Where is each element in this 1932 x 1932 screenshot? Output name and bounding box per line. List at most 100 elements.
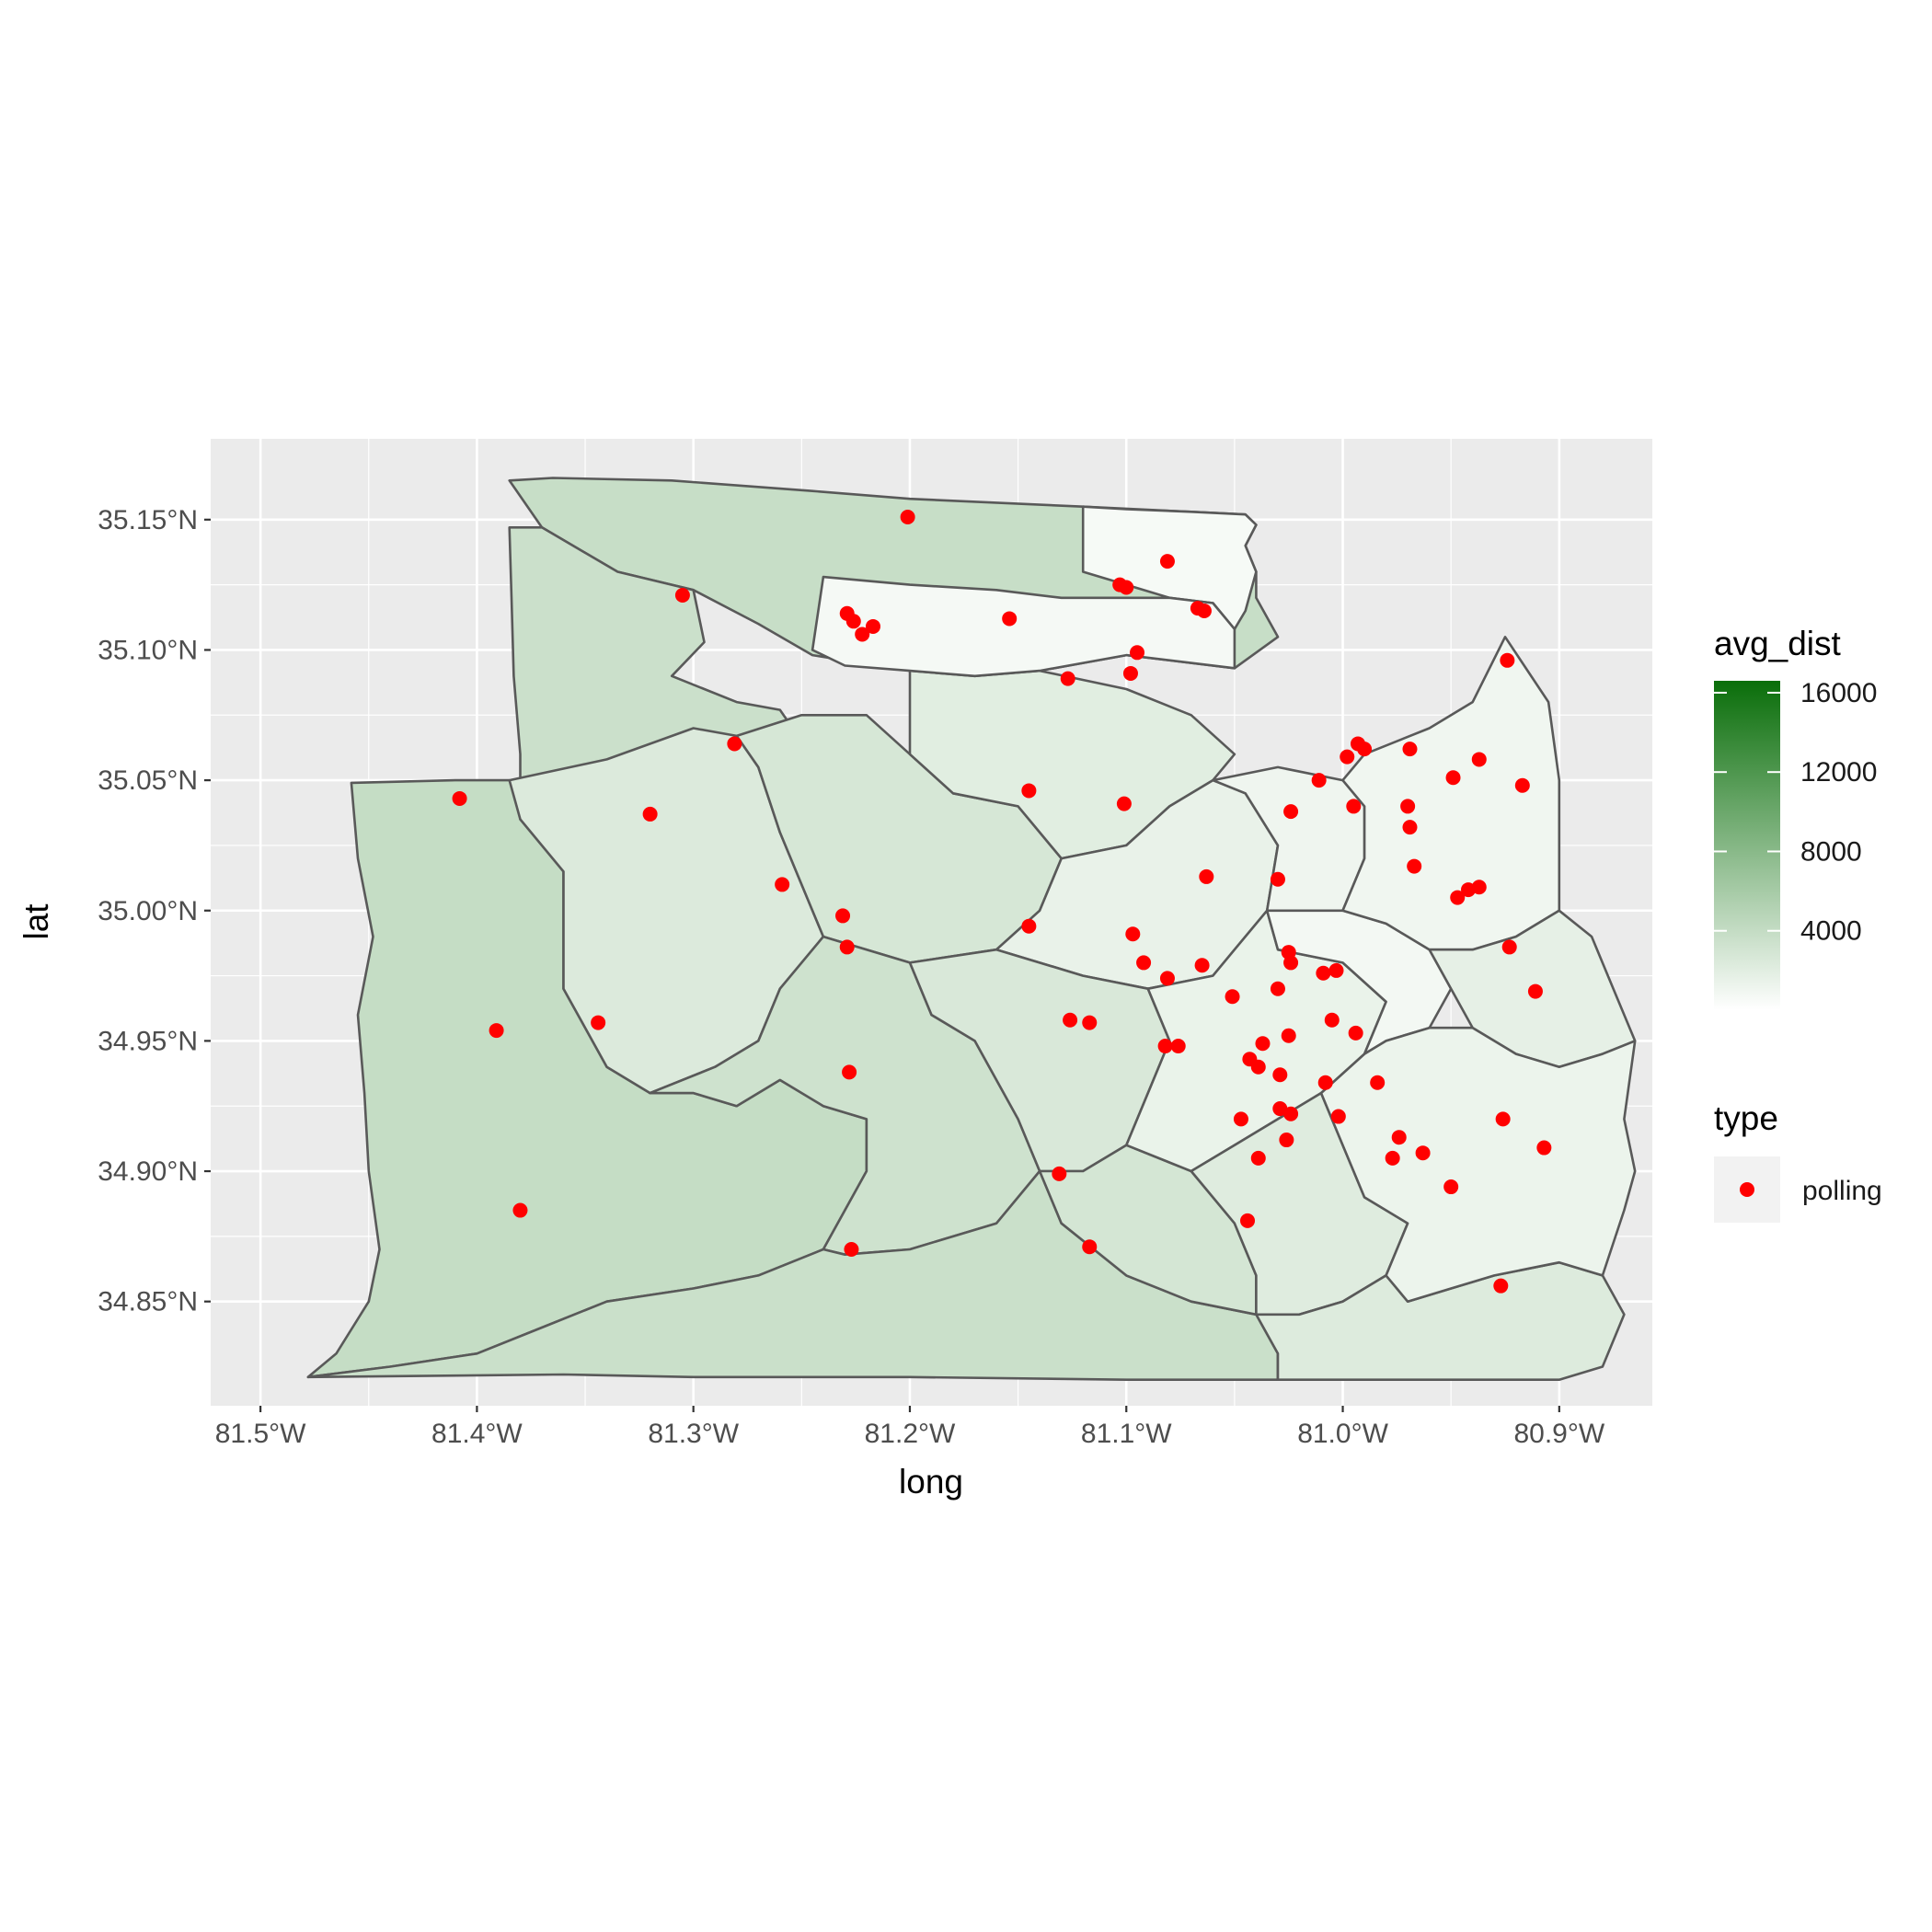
polling-point <box>1407 858 1422 874</box>
polling-point <box>1283 804 1299 820</box>
x-tick-label: 81.4°W <box>431 1419 523 1449</box>
region-22 <box>811 575 1236 678</box>
region-15 <box>1255 1260 1626 1381</box>
polling-point <box>1002 611 1018 627</box>
polling-point <box>1270 871 1285 887</box>
polling-point <box>1385 1150 1400 1166</box>
polling-point <box>845 614 861 629</box>
polling-point <box>1125 926 1141 942</box>
polling-point <box>1311 773 1327 788</box>
region-17 <box>1265 909 1453 1055</box>
polling-point <box>1500 652 1515 668</box>
polling-point <box>1225 989 1240 1005</box>
polling-point <box>839 939 855 955</box>
polling-point <box>842 1064 857 1080</box>
y-axis-ticks: 34.85°N 34.90°N 34.95°N 35.00°N 35.05°N 35.10… <box>98 505 211 1317</box>
polling-point <box>1021 918 1037 934</box>
polling-point <box>591 1015 606 1030</box>
x-tick-label: 81.1°W <box>1081 1419 1172 1449</box>
polling-point <box>865 618 880 634</box>
point-legend-label: polling <box>1802 1176 1882 1206</box>
polling-point <box>1194 958 1210 973</box>
polling-point <box>1255 1036 1271 1052</box>
polling-point <box>1060 671 1075 686</box>
polling-point <box>1233 1111 1248 1127</box>
x-axis-ticks: 81.5°W 81.4°W 81.3°W 81.2°W 81.1°W 81.0°W 80.9… <box>215 1406 1605 1449</box>
polling-point <box>1328 962 1344 978</box>
polling-point <box>855 627 870 642</box>
polling-point <box>1250 1150 1266 1166</box>
polling-point <box>1536 1140 1552 1156</box>
polling-point <box>1159 554 1175 569</box>
colorbar-tick-label: 16000 <box>1800 678 1877 708</box>
y-tick-label: 35.15°N <box>98 505 198 535</box>
x-axis-title: long <box>899 1463 963 1501</box>
polling-point <box>1159 971 1175 986</box>
polling-point <box>1493 1278 1509 1294</box>
polling-point <box>1119 580 1134 595</box>
polling-point <box>1270 981 1285 996</box>
polling-point <box>1415 1145 1431 1161</box>
polling-point <box>1348 1025 1363 1041</box>
polling-point <box>1063 1012 1078 1028</box>
polling-point <box>1514 777 1530 793</box>
polling-point <box>1357 742 1373 757</box>
polling-point <box>835 908 851 924</box>
polling-point <box>1330 1109 1346 1124</box>
y-tick-label: 35.10°N <box>98 635 198 665</box>
polling-point <box>489 1023 504 1039</box>
polling-point <box>1157 1039 1173 1054</box>
polling-point <box>1316 965 1331 981</box>
polling-point <box>1283 955 1299 971</box>
polling-point <box>1170 1039 1186 1054</box>
colorbar-tick-label: 12000 <box>1800 757 1877 788</box>
polling-point <box>1283 1106 1299 1121</box>
polling-point <box>1402 820 1418 835</box>
polling-point <box>1402 742 1418 757</box>
polling-point <box>512 1202 528 1218</box>
polling-point <box>1279 1133 1294 1148</box>
y-tick-label: 34.95°N <box>98 1026 198 1056</box>
y-tick-label: 34.85°N <box>98 1287 198 1317</box>
polling-point <box>1082 1239 1098 1255</box>
polling-point <box>1461 882 1477 898</box>
polling-point <box>1136 955 1152 971</box>
y-tick-label: 34.90°N <box>98 1156 198 1187</box>
polling-point <box>727 736 742 752</box>
polling-point <box>1250 1059 1266 1075</box>
precinct-regions <box>306 477 1637 1381</box>
polling-point <box>1281 1028 1296 1043</box>
polling-point <box>1340 749 1355 765</box>
y-tick-label: 35.00°N <box>98 896 198 926</box>
y-tick-label: 35.05°N <box>98 765 198 796</box>
polling-point <box>642 806 658 822</box>
polling-point <box>1370 1075 1386 1090</box>
fill-legend-title: avg_dist <box>1714 625 1842 662</box>
polling-point <box>674 587 690 603</box>
region-20 <box>1319 1026 1637 1303</box>
polling-point <box>1317 1075 1333 1090</box>
x-tick-label: 81.5°W <box>215 1419 306 1449</box>
polling-point <box>1116 796 1132 811</box>
polling-point <box>1196 603 1212 618</box>
polling-point <box>1272 1067 1288 1083</box>
polling-point <box>1400 799 1416 814</box>
polling-point <box>1021 783 1037 799</box>
fill-legend-ticks: 4000 8000 12000 16000 <box>1714 678 1877 947</box>
polling-point <box>1052 1166 1067 1181</box>
polling-point <box>1324 1012 1340 1028</box>
polling-point <box>1445 770 1461 786</box>
polling-point <box>1471 752 1487 767</box>
polling-point <box>1240 1213 1256 1228</box>
polling-point <box>1501 939 1517 955</box>
x-tick-label: 80.9°W <box>1513 1419 1604 1449</box>
polling-point <box>1527 983 1543 999</box>
polling-point <box>775 877 790 892</box>
x-tick-label: 81.3°W <box>648 1419 739 1449</box>
polling-points <box>452 509 1552 1294</box>
point-legend: type polling <box>1714 1099 1882 1223</box>
polling-point <box>844 1242 859 1258</box>
x-tick-label: 81.0°W <box>1297 1419 1388 1449</box>
x-tick-label: 81.2°W <box>865 1419 956 1449</box>
